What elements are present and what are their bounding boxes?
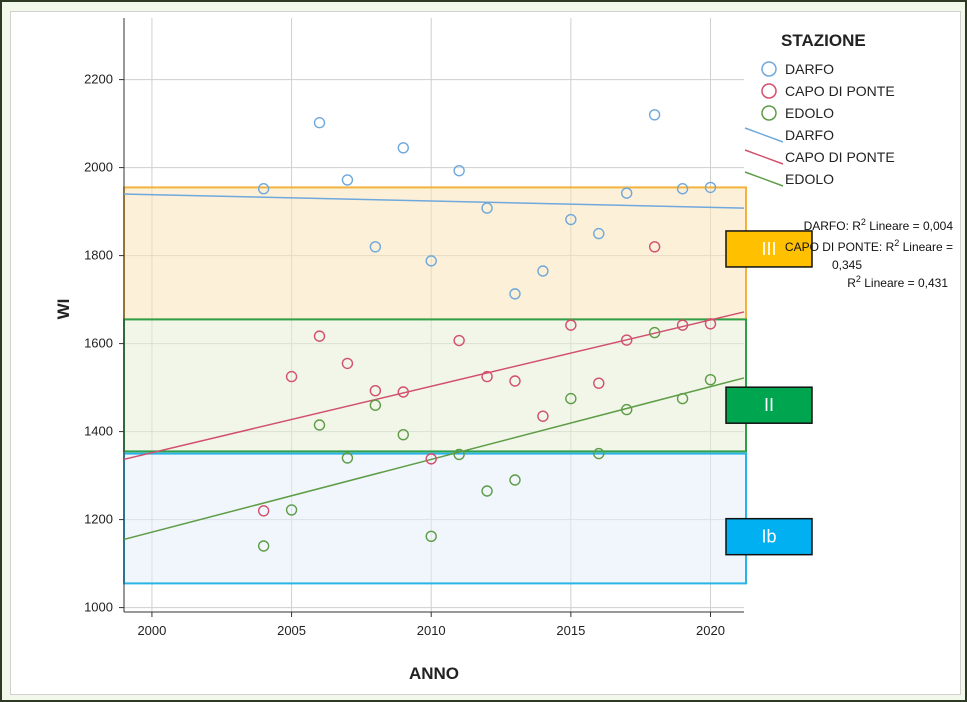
point-darfo [509, 288, 521, 300]
scatter-chart: 2000 2005 2010 2015 2020 1000 1200 1400 1600 1800… [54, 18, 954, 683]
legend-marker-label: DARFO [785, 61, 834, 77]
point-capo-di-ponte [676, 319, 689, 331]
point-darfo [621, 187, 633, 199]
point-darfo [453, 164, 465, 177]
point-edolo [509, 474, 521, 486]
x-tick-label: 2010 [417, 623, 446, 638]
point-darfo [537, 265, 549, 277]
y-tick-label: 2200 [84, 72, 113, 87]
x-tick-label: 2015 [556, 623, 585, 638]
point-capo-di-ponte [397, 386, 409, 398]
x-tick-label: 2005 [277, 623, 306, 638]
band-label-box-iii [725, 230, 813, 268]
legend-title: STAZIONE [781, 31, 866, 50]
point-edolo [704, 373, 717, 386]
band-label-iii: III [761, 239, 776, 259]
point-edolo [369, 399, 382, 411]
point-capo-di-ponte [621, 334, 633, 346]
y-tick-label: 2000 [84, 160, 113, 175]
point-darfo [676, 183, 689, 195]
point-capo-di-ponte [509, 375, 521, 387]
fit-line-edolo [124, 377, 745, 541]
legend-line-label: DARFO [785, 127, 834, 143]
point-darfo [648, 109, 661, 121]
y-axis-title: WI [54, 299, 73, 320]
legend-marker-capo-di-ponte [761, 83, 777, 99]
legend-line-label: EDOLO [785, 171, 834, 187]
point-edolo [648, 326, 661, 339]
y-tick-label: 1000 [84, 600, 113, 615]
point-darfo [704, 181, 717, 194]
fit-line-capo-di-ponte [124, 311, 745, 461]
legend-marker-edolo [761, 105, 777, 121]
legend-line-label: CAPO DI PONTE [785, 149, 895, 165]
point-darfo [341, 174, 354, 186]
point-darfo [369, 241, 382, 253]
x-tick-label: 2020 [696, 623, 725, 638]
point-edolo [397, 428, 409, 441]
point-darfo [313, 117, 326, 129]
point-capo-di-ponte [565, 319, 577, 331]
point-edolo [481, 485, 493, 497]
legend-line-capo-di-ponte [744, 149, 784, 165]
point-darfo [481, 202, 493, 214]
point-capo-di-ponte [313, 330, 326, 342]
point-edolo [621, 403, 633, 416]
point-darfo [257, 183, 270, 195]
point-capo-di-ponte [648, 241, 661, 253]
point-capo-di-ponte [453, 334, 465, 347]
point-capo-di-ponte [704, 318, 717, 330]
band-label-ii: II [764, 395, 774, 415]
r2-darfo: DARFO: R2 Lineare = 0,004 [804, 217, 954, 233]
point-edolo [341, 452, 354, 464]
legend-marker-label: EDOLO [785, 105, 834, 121]
point-capo-di-ponte [369, 384, 382, 397]
band-label-ib: Ib [761, 527, 776, 547]
y-tick-label: 1400 [84, 424, 113, 439]
point-edolo [425, 530, 437, 543]
point-edolo [593, 447, 605, 460]
point-edolo [313, 419, 326, 431]
fit-line-darfo [124, 193, 745, 209]
point-edolo [285, 504, 298, 516]
point-edolo [257, 540, 270, 552]
y-tick-label: 1600 [84, 336, 113, 351]
point-capo-di-ponte [593, 377, 605, 389]
point-darfo [593, 227, 605, 240]
band-label-box-ii [725, 386, 813, 424]
x-axis-title: ANNO [409, 664, 459, 683]
legend-marker-darfo [761, 61, 777, 77]
r2-capo-di-ponte-value: 0,345 [832, 258, 862, 272]
band-ib [123, 452, 747, 585]
plot-panel: 2000 2005 2010 2015 2020 1000 1200 1400 1600 1800… [10, 11, 961, 695]
y-tick-label: 1200 [84, 512, 113, 527]
point-darfo [425, 255, 437, 267]
point-capo-di-ponte [257, 505, 270, 517]
r2-edolo: R2 Lineare = 0,431 [847, 274, 948, 290]
point-edolo [676, 392, 689, 405]
legend-line-darfo [744, 127, 784, 143]
legend-marker-label: CAPO DI PONTE [785, 83, 895, 99]
point-capo-di-ponte [341, 357, 354, 370]
legend-line-edolo [744, 171, 784, 187]
point-edolo [453, 448, 465, 461]
point-darfo [565, 213, 577, 226]
point-capo-di-ponte [285, 370, 298, 383]
point-darfo [397, 142, 409, 154]
point-capo-di-ponte [537, 410, 549, 422]
point-edolo [565, 392, 577, 405]
band-iii [123, 186, 747, 321]
x-tick-label: 2000 [137, 623, 166, 638]
point-capo-di-ponte [425, 453, 437, 465]
r2-capo-di-ponte: CAPO DI PONTE: R2 Lineare = [785, 238, 953, 254]
band-label-box-ib [725, 517, 813, 556]
point-capo-di-ponte [481, 370, 493, 383]
y-tick-label: 1800 [84, 248, 113, 263]
